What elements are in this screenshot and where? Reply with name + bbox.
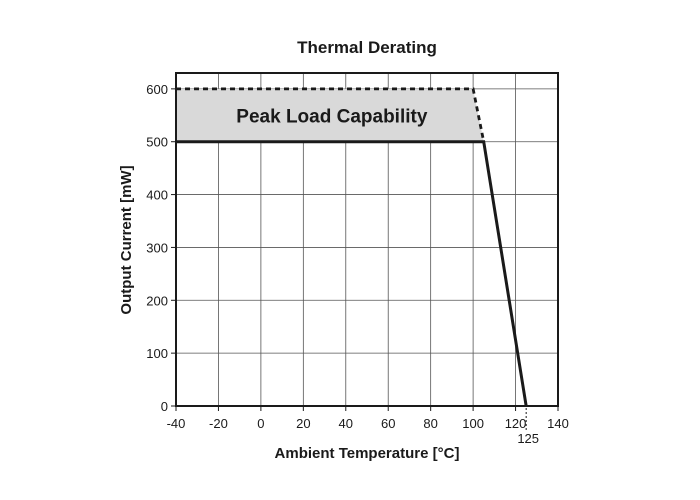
x-tick-label: 80: [423, 416, 437, 431]
x-tick-label: 100: [462, 416, 484, 431]
x-tick-label: 120: [505, 416, 527, 431]
peak-load-dashed-line: [176, 87, 486, 142]
y-tick-label: 200: [146, 293, 168, 308]
y-tick-label: 300: [146, 240, 168, 255]
x-tick-label: 0: [257, 416, 264, 431]
x-tick-label: -40: [167, 416, 186, 431]
y-axis-label: Output Current [mW]: [118, 165, 135, 314]
y-tick-label: 500: [146, 135, 168, 150]
peak-load-region: [176, 88, 484, 142]
y-tick-label: 100: [146, 346, 168, 361]
y-tick-label: 600: [146, 82, 168, 97]
x-tick-label: 60: [381, 416, 395, 431]
x-tick-label: 40: [339, 416, 353, 431]
y-tick-label: 0: [161, 399, 168, 414]
x-tick-label: 140: [547, 416, 569, 431]
y-tick-label: 400: [146, 188, 168, 203]
plot-frame: [175, 72, 559, 407]
x-axis-label: Ambient Temperature [°C]: [275, 445, 460, 462]
series-layer: Peak Load Capability: [176, 87, 528, 407]
tick-layer: -40 -20 0 20 40 60 80 100 120 140 125 0 100 200 300 400…: [146, 82, 569, 446]
frame-layer: [175, 72, 559, 407]
extra-x-tick-label: 125: [517, 431, 539, 446]
chart-title: Thermal Derating: [297, 38, 437, 57]
x-tick-label: 20: [296, 416, 310, 431]
x-tick-label: -20: [209, 416, 228, 431]
peak-load-label: Peak Load Capability: [236, 106, 428, 127]
derating-solid-line: [176, 140, 528, 407]
region-layer: [176, 88, 484, 142]
